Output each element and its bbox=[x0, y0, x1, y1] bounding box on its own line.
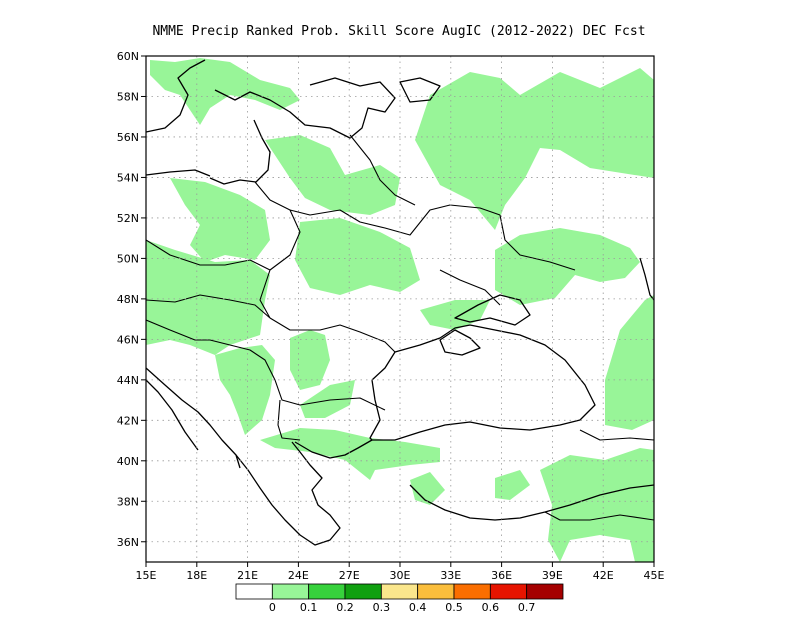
colorbar-swatch bbox=[344, 583, 382, 600]
skill-region-caspian-edge bbox=[605, 295, 654, 430]
colorbar-swatch bbox=[417, 583, 455, 600]
y-tick-label: 58N bbox=[117, 90, 139, 103]
colorbar-swatch bbox=[271, 583, 310, 600]
coastline-azov bbox=[454, 294, 531, 326]
colorbar-label: 0.7 bbox=[518, 601, 536, 614]
coastline-adriatic bbox=[146, 367, 241, 469]
coastlines bbox=[146, 59, 654, 546]
y-tick-label: 46N bbox=[117, 333, 139, 346]
skill-region-anatolia-east bbox=[540, 448, 654, 562]
skill-region-central-europe bbox=[146, 240, 270, 355]
x-tick-label: 33E bbox=[440, 569, 461, 582]
colorbar-swatch bbox=[380, 583, 419, 600]
x-tick-label: 18E bbox=[186, 569, 207, 582]
y-tick-label: 44N bbox=[117, 374, 139, 387]
skill-region-bulgaria bbox=[300, 380, 355, 418]
x-tick-label: 36E bbox=[491, 569, 512, 582]
y-tick-label: 52N bbox=[117, 212, 139, 225]
colorbar-swatch bbox=[489, 583, 528, 600]
y-tick-label: 48N bbox=[117, 293, 139, 306]
skill-region-poland bbox=[170, 178, 270, 262]
y-tick-label: 38N bbox=[117, 495, 139, 508]
x-axis: 15E 18E 21E 24E 27E 30E 33E 36E 39E 42E 45E bbox=[136, 562, 665, 582]
x-tick-label: 24E bbox=[288, 569, 309, 582]
coastline-black-sea bbox=[369, 324, 596, 441]
x-tick-label: 45E bbox=[644, 569, 665, 582]
y-tick-label: 50N bbox=[117, 252, 139, 265]
country-borders bbox=[146, 134, 654, 521]
map-title: NMME Precip Ranked Prob. Skill Score Aug… bbox=[152, 24, 645, 39]
x-tick-label: 39E bbox=[542, 569, 563, 582]
skill-region-northeast bbox=[415, 68, 654, 230]
colorbar-swatch bbox=[235, 583, 273, 600]
colorbar-swatch bbox=[453, 583, 491, 600]
gridlines bbox=[146, 56, 654, 562]
skill-region-north-strip bbox=[150, 58, 300, 125]
coastline-caspian bbox=[639, 257, 654, 301]
x-tick-label: 42E bbox=[593, 569, 614, 582]
coastline-ladoga bbox=[399, 77, 441, 103]
coastline-crimea bbox=[439, 329, 481, 356]
skill-region-turkey-west bbox=[410, 472, 445, 505]
map-area bbox=[146, 56, 654, 562]
coastline-anatolia bbox=[409, 484, 654, 521]
y-tick-label: 40N bbox=[117, 455, 139, 468]
colorbar-label: 0.5 bbox=[445, 601, 463, 614]
skill-region-balkans bbox=[215, 345, 275, 435]
skill-region-romania bbox=[290, 330, 330, 390]
x-tick-label: 21E bbox=[237, 569, 258, 582]
colorbar-label: 0 bbox=[269, 601, 276, 614]
y-tick-label: 42N bbox=[117, 414, 139, 427]
coastline-baltic bbox=[146, 59, 396, 185]
skill-region-east-mid bbox=[495, 228, 640, 305]
skill-region-anatolia-mid bbox=[495, 470, 530, 500]
y-tick-label: 56N bbox=[117, 131, 139, 144]
colorbar: 0 0.1 0.2 0.3 0.4 0.5 0.6 0.7 bbox=[235, 583, 564, 614]
y-tick-label: 60N bbox=[117, 50, 139, 63]
skill-regions bbox=[146, 58, 654, 562]
x-tick-label: 27E bbox=[339, 569, 360, 582]
colorbar-label: 0.2 bbox=[336, 601, 354, 614]
colorbar-label: 0.1 bbox=[300, 601, 318, 614]
coastline-greece bbox=[235, 439, 373, 546]
colorbar-label: 0.3 bbox=[373, 601, 391, 614]
colorbar-swatch bbox=[308, 583, 346, 600]
x-tick-label: 15E bbox=[136, 569, 157, 582]
y-tick-label: 54N bbox=[117, 171, 139, 184]
skill-region-baltic bbox=[265, 135, 400, 215]
colorbar-label: 0.6 bbox=[482, 601, 500, 614]
skill-region-aegean-north bbox=[260, 428, 440, 480]
colorbar-swatch bbox=[526, 583, 564, 600]
y-axis: 36N 38N 40N 42N 44N 46N 48N 50N 52N 54N 56N 58N 60N bbox=[117, 50, 146, 549]
colorbar-label: 0.4 bbox=[409, 601, 427, 614]
y-tick-label: 36N bbox=[117, 536, 139, 549]
skill-region-belarus bbox=[295, 218, 420, 295]
x-tick-label: 30E bbox=[390, 569, 411, 582]
